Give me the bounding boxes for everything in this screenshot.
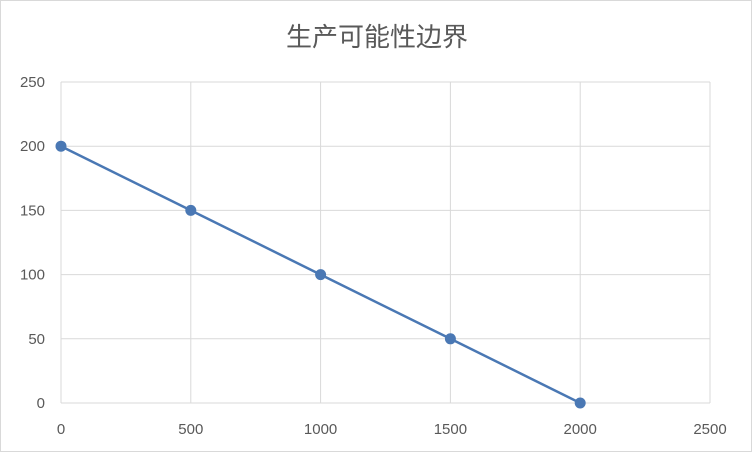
data-point [315,269,327,281]
data-point [55,140,67,152]
x-tick-label: 0 [57,421,65,438]
x-tick-label: 2000 [564,421,597,438]
data-point [444,333,456,345]
x-tick-label: 1000 [304,421,337,438]
data-series [55,140,586,409]
x-tick-label: 2500 [693,421,726,438]
y-tick-label: 0 [37,395,45,412]
y-tick-label: 100 [20,267,45,284]
y-tick-label: 150 [20,202,45,219]
chart-title: 生产可能性边界 [286,23,468,53]
gridlines [60,81,711,404]
data-point [574,397,586,409]
x-tick-label: 500 [178,421,203,438]
y-axis-ticks: 0 50 100 150 200 250 [20,74,45,412]
y-tick-label: 250 [20,74,45,91]
x-axis-ticks: 0 500 1000 1500 2000 2500 [57,421,727,438]
y-tick-label: 200 [20,138,45,155]
data-point [185,204,197,216]
x-tick-label: 1500 [434,421,467,438]
y-tick-label: 50 [28,331,45,348]
